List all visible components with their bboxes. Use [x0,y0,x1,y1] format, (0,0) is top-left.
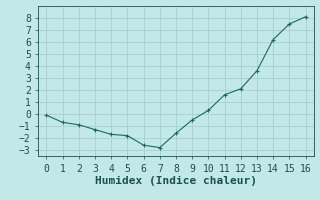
X-axis label: Humidex (Indice chaleur): Humidex (Indice chaleur) [95,176,257,186]
